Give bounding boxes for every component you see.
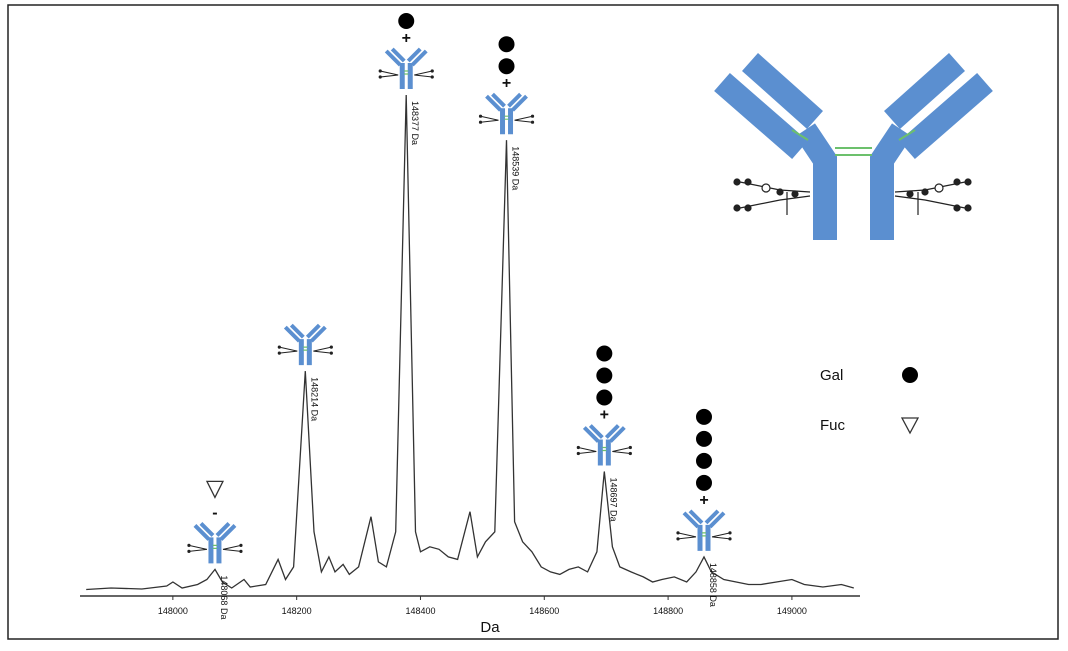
gal-marker — [696, 452, 712, 469]
peak-label: 148068 Da — [219, 575, 229, 619]
antibody-icon — [379, 49, 434, 89]
antibody-icon — [577, 426, 632, 466]
legend-label: Fuc — [820, 417, 846, 434]
legend-marker — [902, 367, 918, 383]
modification-sign: + — [402, 30, 411, 47]
antibody-icon — [479, 94, 534, 134]
x-axis-label: Da — [480, 619, 500, 636]
gal-marker — [498, 36, 515, 53]
gal-marker — [596, 345, 613, 362]
gal-marker — [498, 58, 515, 75]
peak-label: 148858 Da — [708, 563, 718, 607]
peak-label: 148377 Da — [410, 101, 420, 145]
peak-label: 148214 Da — [309, 377, 319, 421]
antibody-icon — [676, 511, 731, 551]
gal-marker — [596, 389, 613, 406]
antibody-diagram — [714, 53, 993, 240]
x-tick-label: 149000 — [777, 606, 807, 616]
x-tick-label: 148600 — [529, 606, 559, 616]
modification-sign: + — [600, 407, 609, 424]
peak-label: 148539 Da — [511, 146, 521, 190]
legend-marker — [900, 417, 920, 435]
antibody-icon — [278, 325, 333, 365]
legend-label: Gal — [820, 367, 843, 384]
x-tick-label: 148800 — [653, 606, 683, 616]
frame — [7, 4, 1059, 640]
peak-label: 148697 Da — [608, 478, 618, 522]
modification-sign: + — [699, 492, 708, 509]
antibody-icon — [187, 523, 242, 563]
x-tick-label: 148000 — [158, 606, 188, 616]
gal-marker — [596, 367, 613, 384]
gal-marker — [398, 13, 415, 30]
gal-marker — [696, 408, 712, 425]
gal-marker — [696, 430, 712, 447]
x-tick-label: 148400 — [405, 606, 435, 616]
gal-marker — [696, 474, 712, 491]
x-tick-label: 148200 — [282, 606, 312, 616]
spectrum-line — [86, 94, 854, 591]
modification-sign: + — [502, 75, 511, 92]
fuc-marker — [205, 480, 225, 499]
modification-sign: - — [212, 504, 217, 521]
